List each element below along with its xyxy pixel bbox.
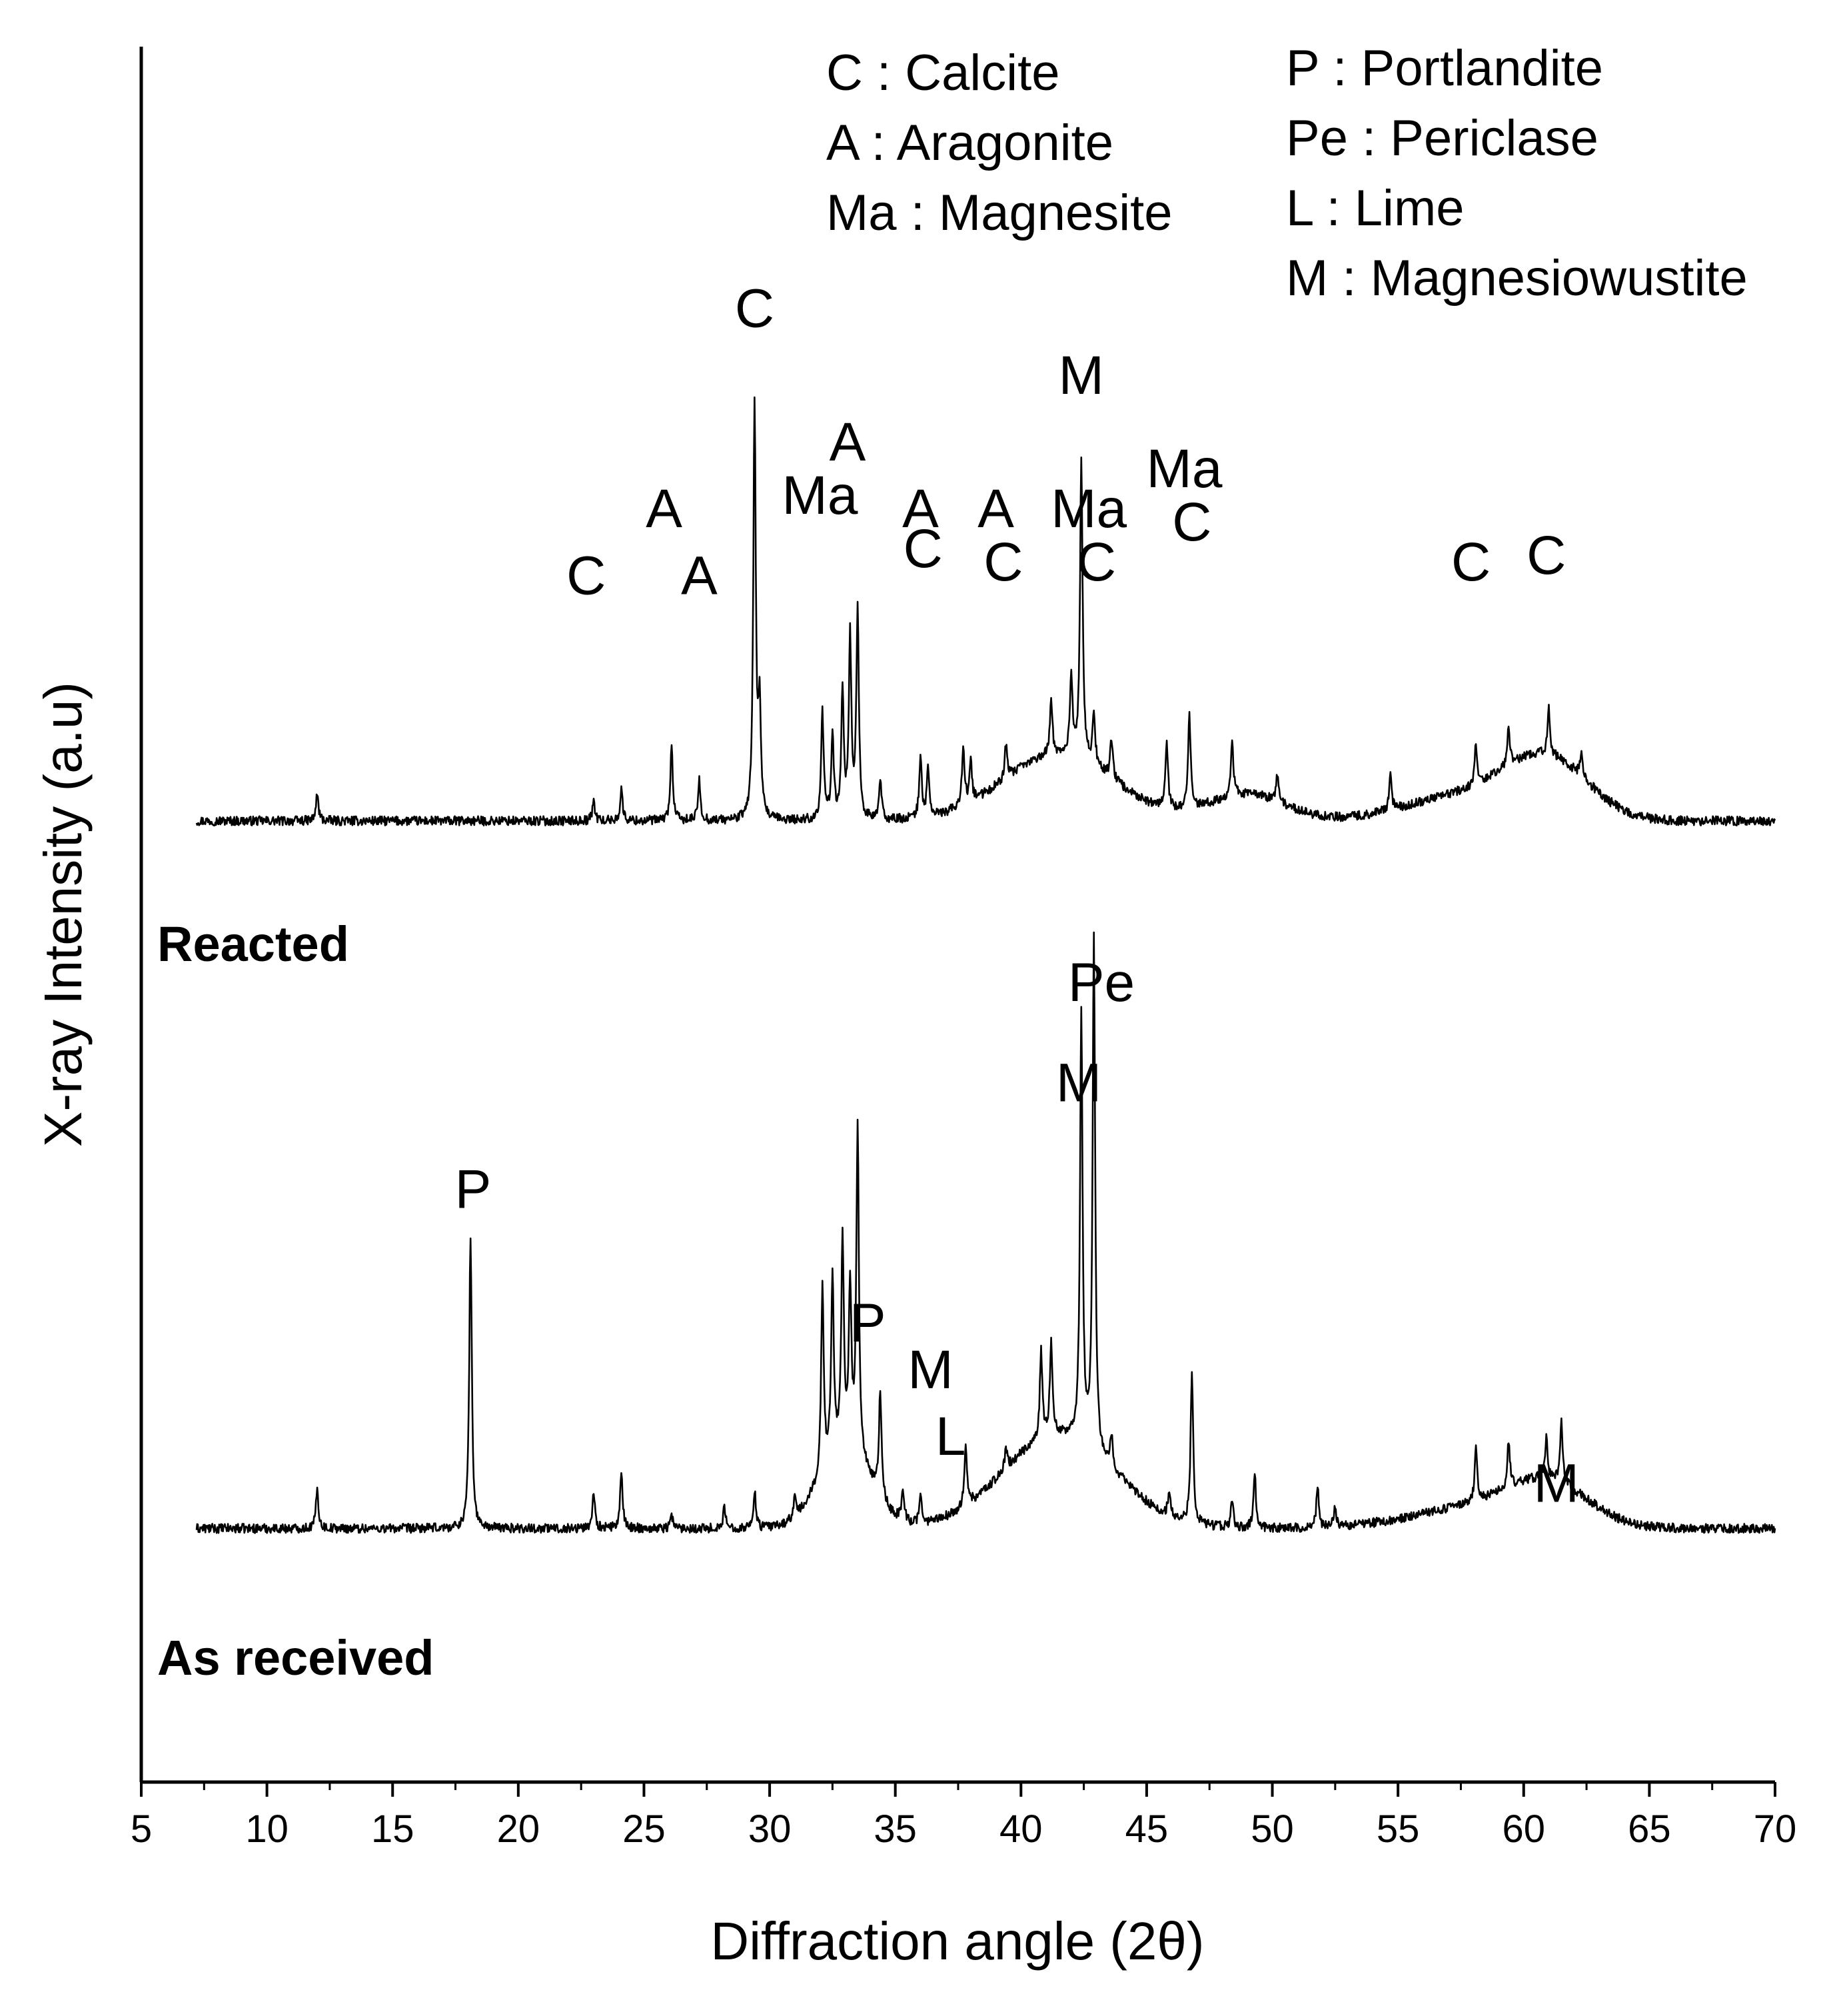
x-tick-label: 20 [497,1807,540,1851]
x-tick-label: 5 [131,1807,152,1851]
peak-label-reacted: C [1172,492,1211,552]
peak-label-reacted: A [646,479,682,539]
y-axis-title: X-ray Intensity (a.u) [33,682,93,1147]
x-ticks: 5 10 15 20 25 30 35 40 45 50 55 60 65 70 [131,1782,1796,1851]
peak-label-reacted: C [735,279,774,339]
peak-label-reacted: C [983,532,1023,592]
legend-entry-lime: L : Lime [1286,180,1465,237]
series-group [195,396,1776,1534]
peak-label-reacted: A [902,479,939,539]
peak-label-reacted: Ma [1147,439,1223,499]
x-tick-label: 50 [1251,1807,1294,1851]
legend-entry-magnesiowustite: M : Magnesiowustite [1286,250,1748,307]
legend-entry-aragonite: A : Aragonite [826,115,1113,171]
x-axis-title: Diffraction angle (2θ) [710,1911,1204,1971]
x-tick-label: 60 [1503,1807,1546,1851]
series-label-reacted: Reacted [157,916,349,972]
axes: 5 10 15 20 25 30 35 40 45 50 55 60 65 70 [131,47,1796,1851]
x-tick-label: 25 [622,1807,666,1851]
x-tick-label: 40 [999,1807,1043,1851]
x-tick-label: 45 [1125,1807,1169,1851]
peak-label-reacted: C [1077,532,1116,592]
series-line-as-received [195,931,1776,1534]
x-tick-label: 35 [874,1807,917,1851]
x-tick-label: 30 [748,1807,792,1851]
series-label-as-received: As received [157,1630,434,1685]
x-tick-label: 10 [245,1807,289,1851]
peak-label-reacted: C [1451,532,1491,592]
peak-label-as-received: M [908,1340,953,1400]
x-tick-label: 15 [371,1807,414,1851]
series-line-reacted [195,396,1776,826]
legend-entry-portlandite: P : Portlandite [1286,40,1603,97]
x-tick-label: 55 [1377,1807,1420,1851]
legend-entry-magnesite: Ma : Magnesite [826,185,1173,241]
peak-label-as-received: P [850,1293,886,1354]
legend: C : Calcite A : Aragonite Ma : Magnesite… [826,40,1748,307]
peak-label-reacted: Ma [782,465,858,526]
peak-label-reacted: C [904,518,943,579]
peak-label-reacted: M [1059,345,1104,406]
peak-label-as-received: L [935,1406,966,1467]
peak-label-reacted: A [830,412,866,473]
legend-entry-periclase: Pe : Periclase [1286,110,1598,167]
peak-label-reacted: Ma [1051,479,1127,539]
peak-label-reacted: A [681,545,718,606]
peak-label-as-received: M [1534,1453,1579,1513]
x-tick-label: 70 [1754,1807,1797,1851]
peak-label-reacted: C [566,545,606,606]
peak-label-as-received: Pe [1068,952,1135,1013]
peak-label-reacted: C [1527,525,1566,586]
legend-entry-calcite: C : Calcite [826,45,1060,101]
peak-label-as-received: P [455,1160,492,1220]
peak-label-reacted: A [977,479,1014,539]
peak-label-as-received: M [1056,1052,1101,1113]
x-tick-label: 65 [1628,1807,1671,1851]
